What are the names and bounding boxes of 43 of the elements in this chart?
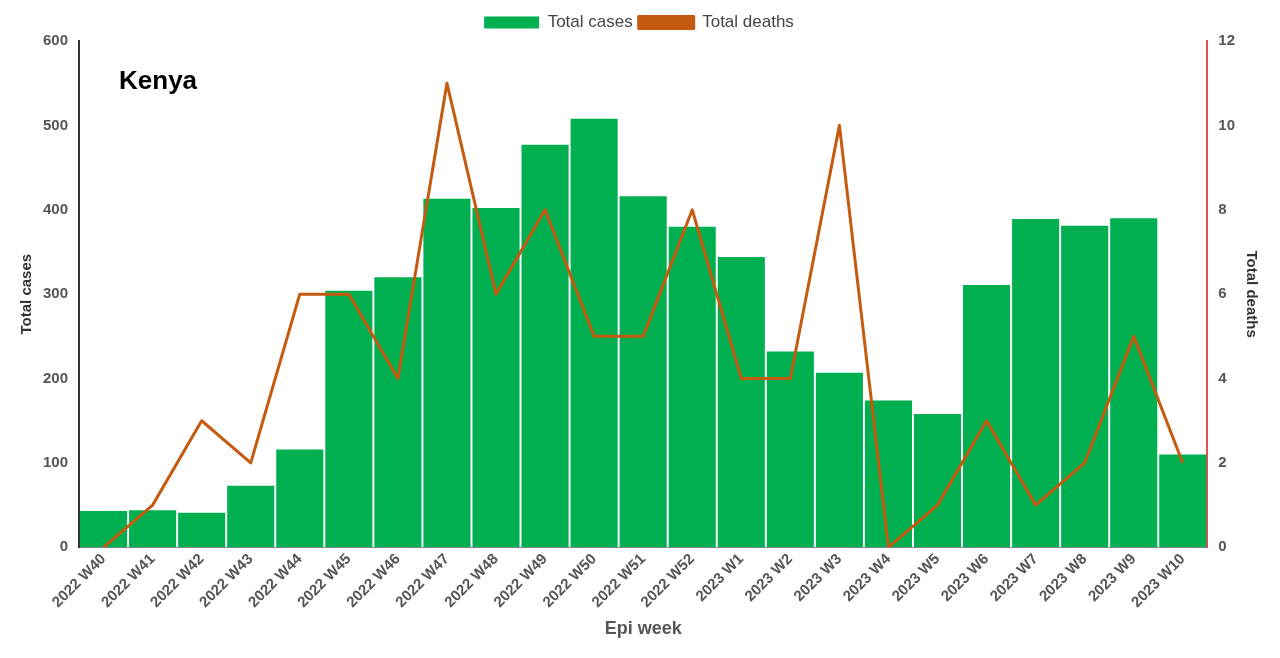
y-tick-label: 300	[43, 284, 69, 302]
y-tick-label: 400	[43, 199, 69, 217]
bar	[963, 284, 1011, 548]
bar	[619, 196, 667, 548]
bar	[570, 118, 618, 548]
y-tick-label: 0	[59, 537, 69, 555]
y2-axis-title: Total deaths	[1243, 250, 1261, 338]
bar	[325, 290, 373, 548]
y-tick-label: 100	[43, 453, 69, 471]
bar	[80, 511, 128, 548]
bar	[1110, 218, 1158, 548]
bar	[227, 485, 275, 548]
legend-label: Total deaths	[702, 12, 794, 32]
y2-tick-label: 6	[1218, 284, 1227, 302]
bar	[668, 226, 716, 548]
bar	[864, 400, 912, 548]
bar	[1012, 219, 1060, 548]
bar	[423, 198, 471, 548]
bar	[472, 208, 520, 548]
bar	[1159, 454, 1207, 548]
y-tick-label: 200	[43, 368, 69, 386]
bar	[766, 351, 814, 548]
bar	[178, 512, 226, 548]
y2-tick-label: 2	[1218, 453, 1227, 471]
bar	[717, 257, 765, 548]
bar	[815, 372, 863, 548]
x-axis-title: Epi week	[604, 618, 683, 639]
y-tick-label: 500	[43, 115, 69, 133]
bar	[913, 413, 962, 548]
bar	[276, 449, 324, 548]
y-axis-title: Total cases	[17, 253, 35, 335]
y2-tick-label: 8	[1218, 199, 1227, 217]
bar	[1061, 225, 1109, 548]
y2-tick-label: 4	[1218, 368, 1228, 386]
y2-tick-label: 0	[1218, 537, 1227, 555]
bar	[521, 144, 569, 548]
y2-tick-label: 12	[1218, 31, 1235, 49]
text: Kenya	[119, 65, 198, 96]
y-tick-label: 600	[43, 31, 69, 49]
bar	[129, 510, 177, 548]
y2-tick-label: 10	[1218, 115, 1235, 133]
bar	[374, 277, 422, 548]
legend-label: Total cases	[547, 12, 633, 32]
